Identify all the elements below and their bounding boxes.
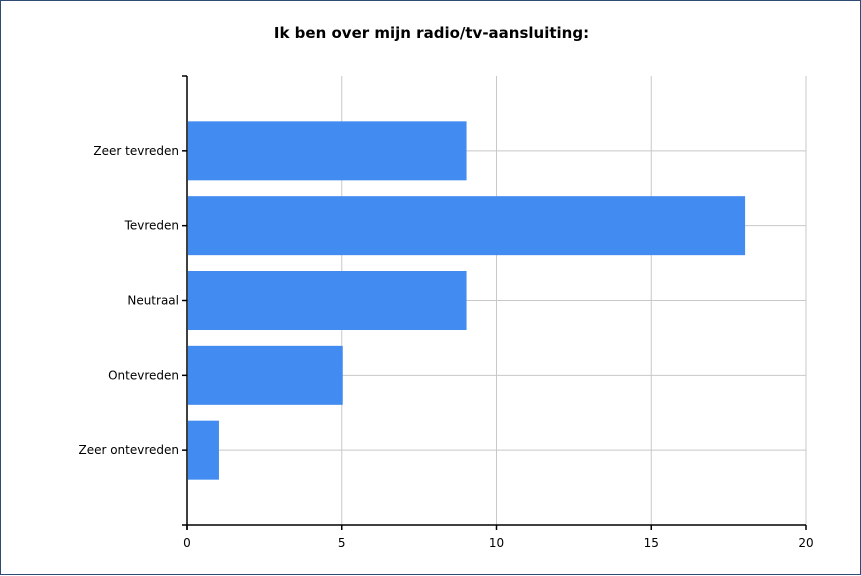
x-tick-label: 0	[183, 536, 191, 550]
x-tick-label: 10	[489, 536, 504, 550]
category-label: Tevreden	[124, 219, 179, 233]
x-tick-label: 5	[338, 536, 346, 550]
chart-title: Ik ben over mijn radio/tv-aansluiting:	[273, 24, 590, 42]
category-label: Ontevreden	[108, 368, 179, 382]
bar	[188, 196, 746, 256]
category-label: Neutraal	[127, 294, 179, 308]
bar	[188, 420, 219, 480]
bar	[188, 121, 467, 181]
bar	[188, 271, 467, 330]
bar	[188, 345, 343, 405]
x-tick-label: 20	[798, 536, 813, 550]
x-tick-label: 15	[644, 536, 659, 550]
category-label: Zeer ontevreden	[78, 443, 179, 457]
category-label: Zeer tevreden	[93, 144, 179, 158]
